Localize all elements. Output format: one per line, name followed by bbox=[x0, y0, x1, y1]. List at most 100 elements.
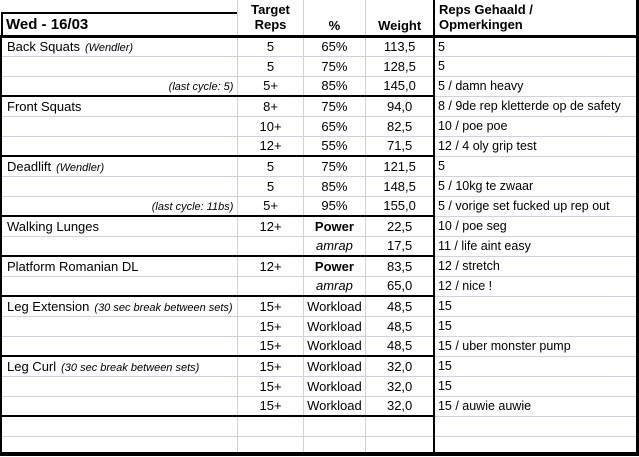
cell-exercise[interactable]: Front Squats bbox=[0, 96, 239, 117]
cell-comment[interactable]: 10 / poe poe bbox=[432, 116, 639, 137]
cell-percent[interactable]: 65% bbox=[303, 116, 367, 137]
cell-exercise[interactable] bbox=[0, 436, 239, 454]
cell-exercise[interactable] bbox=[0, 316, 239, 337]
cell-weight[interactable]: 65,0 bbox=[365, 276, 435, 297]
cell-target-reps[interactable] bbox=[237, 436, 304, 454]
cell-comment[interactable]: 15 bbox=[432, 376, 639, 397]
cell-exercise[interactable] bbox=[0, 116, 239, 137]
cell-comment[interactable]: 10 / poe seg bbox=[432, 216, 639, 237]
cell-target-reps[interactable]: 5 bbox=[237, 156, 304, 177]
cell-comment[interactable]: 12 / stretch bbox=[432, 256, 639, 277]
cell-weight[interactable]: 113,5 bbox=[365, 36, 435, 57]
cell-target-reps[interactable]: 12+ bbox=[237, 216, 304, 237]
cell-exercise[interactable]: Platform Romanian DL bbox=[0, 256, 239, 277]
cell-exercise[interactable] bbox=[0, 56, 239, 77]
cell-percent[interactable] bbox=[303, 436, 367, 454]
cell-comment[interactable]: 5 bbox=[432, 36, 639, 57]
cell-percent[interactable]: Workload bbox=[303, 296, 367, 317]
cell-exercise[interactable] bbox=[0, 396, 239, 417]
cell-percent[interactable]: Workload bbox=[303, 336, 367, 357]
cell-weight[interactable]: 148,5 bbox=[365, 176, 435, 197]
cell-target-reps[interactable]: 5 bbox=[237, 176, 304, 197]
cell-comment[interactable]: 5 / vorige set fucked up rep out bbox=[432, 196, 639, 217]
cell-comment[interactable]: 15 bbox=[432, 296, 639, 317]
cell-percent[interactable]: 75% bbox=[303, 96, 367, 117]
cell-percent[interactable]: 75% bbox=[303, 156, 367, 177]
cell-comment[interactable] bbox=[432, 436, 639, 454]
cell-percent[interactable]: 95% bbox=[303, 196, 367, 217]
cell-percent[interactable]: Workload bbox=[303, 356, 367, 377]
cell-target-reps[interactable]: 5+ bbox=[237, 196, 304, 217]
cell-target-reps[interactable]: 5+ bbox=[237, 76, 304, 97]
cell-weight[interactable] bbox=[365, 416, 435, 437]
cell-percent[interactable]: Power bbox=[303, 256, 367, 277]
cell-target-reps[interactable]: 15+ bbox=[237, 296, 304, 317]
cell-target-reps[interactable]: 15+ bbox=[237, 356, 304, 377]
cell-comment[interactable]: 5 / 10kg te zwaar bbox=[432, 176, 639, 197]
cell-target-reps[interactable] bbox=[237, 276, 304, 297]
cell-comment[interactable]: 5 bbox=[432, 156, 639, 177]
header-weight[interactable]: Weight bbox=[365, 0, 435, 38]
cell-comment[interactable]: 12 / nice ! bbox=[432, 276, 639, 297]
cell-exercise[interactable] bbox=[0, 376, 239, 397]
cell-exercise[interactable]: Leg Curl (30 sec break between sets) bbox=[0, 356, 239, 377]
header-comments[interactable]: Reps Gehaald / Opmerkingen bbox=[432, 0, 639, 38]
cell-comment[interactable]: 15 bbox=[432, 316, 639, 337]
cell-weight[interactable]: 32,0 bbox=[365, 396, 435, 417]
cell-percent[interactable]: 55% bbox=[303, 136, 367, 157]
cell-weight[interactable]: 128,5 bbox=[365, 56, 435, 77]
cell-weight[interactable]: 48,5 bbox=[365, 316, 435, 337]
cell-exercise[interactable]: Back Squats (Wendler) bbox=[0, 36, 239, 57]
cell-percent[interactable]: 85% bbox=[303, 76, 367, 97]
cell-percent[interactable]: Workload bbox=[303, 316, 367, 337]
cell-weight[interactable]: 32,0 bbox=[365, 376, 435, 397]
cell-weight[interactable]: 22,5 bbox=[365, 216, 435, 237]
cell-percent[interactable] bbox=[303, 416, 367, 437]
cell-exercise[interactable]: Deadlift (Wendler) bbox=[0, 156, 239, 177]
cell-target-reps[interactable]: 12+ bbox=[237, 256, 304, 277]
header-day-cell[interactable]: Wed - 16/03 bbox=[1, 0, 239, 38]
cell-exercise[interactable]: Walking Lunges bbox=[0, 216, 239, 237]
cell-target-reps[interactable]: 10+ bbox=[237, 116, 304, 137]
cell-target-reps[interactable]: 8+ bbox=[237, 96, 304, 117]
cell-target-reps[interactable]: 15+ bbox=[237, 316, 304, 337]
cell-target-reps[interactable] bbox=[237, 416, 304, 437]
cell-target-reps[interactable]: 5 bbox=[237, 56, 304, 77]
cell-percent[interactable]: amrap bbox=[303, 236, 367, 257]
header-percent[interactable]: % bbox=[303, 0, 367, 38]
cell-weight[interactable]: 94,0 bbox=[365, 96, 435, 117]
cell-percent[interactable]: Workload bbox=[303, 396, 367, 417]
cell-comment[interactable]: 15 / uber monster pump bbox=[432, 336, 639, 357]
cell-exercise[interactable] bbox=[0, 176, 239, 197]
cell-target-reps[interactable]: 15+ bbox=[237, 396, 304, 417]
cell-exercise[interactable]: (last cycle: 5) bbox=[0, 76, 239, 97]
cell-percent[interactable]: 65% bbox=[303, 36, 367, 57]
cell-exercise[interactable]: (last cycle: 11bs) bbox=[0, 196, 239, 217]
cell-exercise[interactable] bbox=[0, 236, 239, 257]
cell-comment[interactable]: 15 bbox=[432, 356, 639, 377]
cell-weight[interactable]: 71,5 bbox=[365, 136, 435, 157]
cell-weight[interactable]: 48,5 bbox=[365, 296, 435, 317]
cell-weight[interactable]: 121,5 bbox=[365, 156, 435, 177]
cell-target-reps[interactable]: 15+ bbox=[237, 336, 304, 357]
cell-percent[interactable]: 85% bbox=[303, 176, 367, 197]
cell-weight[interactable]: 32,0 bbox=[365, 356, 435, 377]
header-target-reps[interactable]: Target Reps bbox=[237, 0, 304, 38]
cell-weight[interactable] bbox=[365, 436, 435, 454]
cell-percent[interactable]: Power bbox=[303, 216, 367, 237]
cell-comment[interactable] bbox=[432, 416, 639, 437]
cell-comment[interactable]: 8 / 9de rep kletterde op de safety bbox=[432, 96, 639, 117]
cell-comment[interactable]: 15 / auwie auwie bbox=[432, 396, 639, 417]
cell-comment[interactable]: 11 / life aint easy bbox=[432, 236, 639, 257]
cell-exercise[interactable] bbox=[0, 336, 239, 357]
cell-weight[interactable]: 145,0 bbox=[365, 76, 435, 97]
cell-exercise[interactable] bbox=[0, 136, 239, 157]
cell-weight[interactable]: 82,5 bbox=[365, 116, 435, 137]
cell-weight[interactable]: 48,5 bbox=[365, 336, 435, 357]
cell-weight[interactable]: 17,5 bbox=[365, 236, 435, 257]
cell-comment[interactable]: 5 / damn heavy bbox=[432, 76, 639, 97]
cell-target-reps[interactable]: 5 bbox=[237, 36, 304, 57]
cell-target-reps[interactable] bbox=[237, 236, 304, 257]
cell-target-reps[interactable]: 15+ bbox=[237, 376, 304, 397]
cell-comment[interactable]: 12 / 4 oly grip test bbox=[432, 136, 639, 157]
